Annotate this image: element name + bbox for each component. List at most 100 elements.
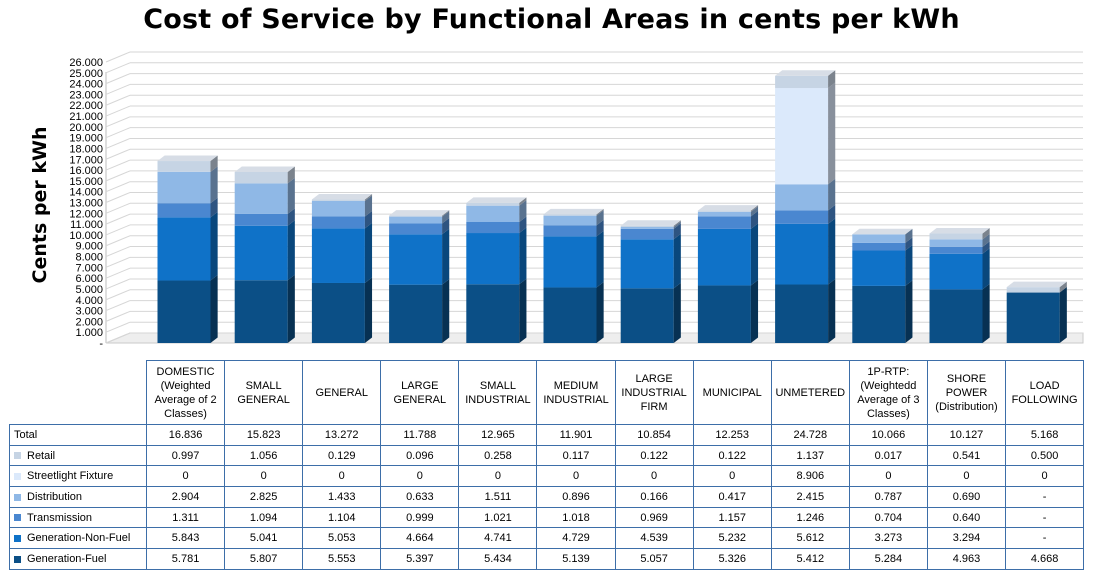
legend-swatch <box>14 534 21 542</box>
bar-segment-side <box>905 228 913 243</box>
data-table: DOMESTIC (Weighted Average of 2 Classes)… <box>9 360 1085 570</box>
bar-segment-side <box>287 166 295 184</box>
data-cell: 0.122 <box>692 444 772 467</box>
series-label: Generation-Fuel <box>9 548 147 570</box>
gridline-depth <box>105 83 131 95</box>
data-cell: 16.836 <box>145 424 226 446</box>
bar-segment-side <box>519 227 527 285</box>
category-label: GENERAL <box>302 360 382 425</box>
data-cell: 1.137 <box>770 444 850 467</box>
table-header-row: DOMESTIC (Weighted Average of 2 Classes)… <box>9 360 1085 425</box>
category-label: MUNICIPAL <box>692 360 772 425</box>
category-label: MEDIUM INDUSTRIAL <box>536 360 616 425</box>
bar-segment-side <box>210 197 218 218</box>
data-cell: 3.273 <box>848 527 928 550</box>
bar-segment-side <box>828 70 836 89</box>
table-row: Generation-Fuel 5.781 5.807 5.553 5.397 5.434… <box>9 548 1085 570</box>
bar-segment <box>775 75 829 89</box>
bar-segment <box>157 161 211 172</box>
data-cell: 0.787 <box>848 486 928 508</box>
y-tick-label: 5.000 <box>75 284 103 296</box>
bar-segment <box>697 210 751 212</box>
data-cell: 5.284 <box>848 548 928 570</box>
data-cell: 5.168 <box>1005 424 1085 446</box>
bar-segment-side <box>287 274 295 343</box>
legend-swatch <box>14 493 21 501</box>
data-cell: 15.823 <box>224 424 304 446</box>
bar-segment <box>311 216 365 229</box>
gridline-depth <box>105 51 131 63</box>
bar-segment <box>466 221 520 234</box>
bar-segment-side <box>982 241 990 254</box>
legend-swatch <box>14 514 21 522</box>
y-tick-label: - <box>99 338 103 350</box>
legend-swatch <box>14 452 21 460</box>
bar-top <box>697 205 759 211</box>
bar-segment <box>620 227 674 229</box>
data-cell: 5.326 <box>692 548 772 570</box>
data-cell: 1.157 <box>692 506 772 529</box>
gridline-depth <box>105 267 131 279</box>
bar-segment <box>775 223 829 285</box>
series-label: Transmission <box>9 506 147 529</box>
bar-segment-side <box>596 210 604 226</box>
y-tick-label: 3.000 <box>75 306 103 318</box>
gridline-depth <box>105 159 131 171</box>
bar-stack <box>620 220 681 343</box>
bar-layer <box>157 70 1067 343</box>
bar-segment-side <box>905 228 913 235</box>
bar-stack <box>389 210 450 343</box>
bar-segment <box>311 282 365 343</box>
y-tick-label: 2.000 <box>75 316 103 328</box>
y-tick-label: 15.000 <box>69 176 103 188</box>
gridline-depth <box>105 127 131 139</box>
data-cell: - <box>1005 527 1085 550</box>
bar-stack <box>1006 281 1067 343</box>
bar-segment-side <box>442 279 450 343</box>
series-name: Generation-Fuel <box>27 552 107 565</box>
bar-segment <box>157 171 211 204</box>
data-cell: 0.017 <box>848 444 928 467</box>
bar-segment <box>852 242 906 251</box>
data-cell: 1.018 <box>536 506 616 529</box>
bar-segment-side <box>596 219 604 237</box>
gridline-depth <box>105 332 131 344</box>
y-tick-label: 22.000 <box>69 100 103 112</box>
gridline-depth <box>105 202 131 214</box>
bar-stack <box>697 205 759 343</box>
data-cell: 5.612 <box>770 527 850 550</box>
bar-segment-side <box>442 217 450 235</box>
bar-segment-side <box>287 208 295 226</box>
bar-segment-side <box>982 228 990 240</box>
data-cell: - <box>1005 506 1085 529</box>
gridline-depth <box>105 289 131 301</box>
data-cell: 2.415 <box>770 486 850 508</box>
bar-segment <box>775 210 829 224</box>
bar-segment <box>389 215 443 217</box>
bar-top <box>620 220 681 226</box>
data-cell: 0 <box>302 465 382 488</box>
bar-segment-side <box>442 211 450 224</box>
bar-segment <box>234 171 288 184</box>
bar-stack <box>543 208 604 343</box>
data-cell: 0.640 <box>926 506 1007 529</box>
series-name: Retail <box>27 449 56 462</box>
bar-segment <box>775 284 829 343</box>
data-cell: 1.056 <box>224 444 304 467</box>
bar-segment-side <box>596 208 604 216</box>
bar-segment <box>620 225 674 228</box>
bar-segment <box>543 214 597 216</box>
data-cell: 0 <box>145 465 226 488</box>
bar-segment <box>543 225 597 237</box>
bar-segment-side <box>596 230 604 288</box>
bar-segment <box>1006 287 1060 293</box>
gridline-depth <box>105 181 131 193</box>
series-name: Generation-Non-Fuel <box>27 532 131 545</box>
bar-stack <box>929 228 990 343</box>
bar-segment <box>929 253 983 290</box>
gridline-depth <box>105 170 131 182</box>
data-cell: 1.094 <box>224 506 304 529</box>
bar-segment <box>775 184 829 211</box>
table-row: Total 16.836 15.823 13.272 11.788 12.965 11.90… <box>9 424 1085 446</box>
series-label: Retail <box>9 444 147 467</box>
